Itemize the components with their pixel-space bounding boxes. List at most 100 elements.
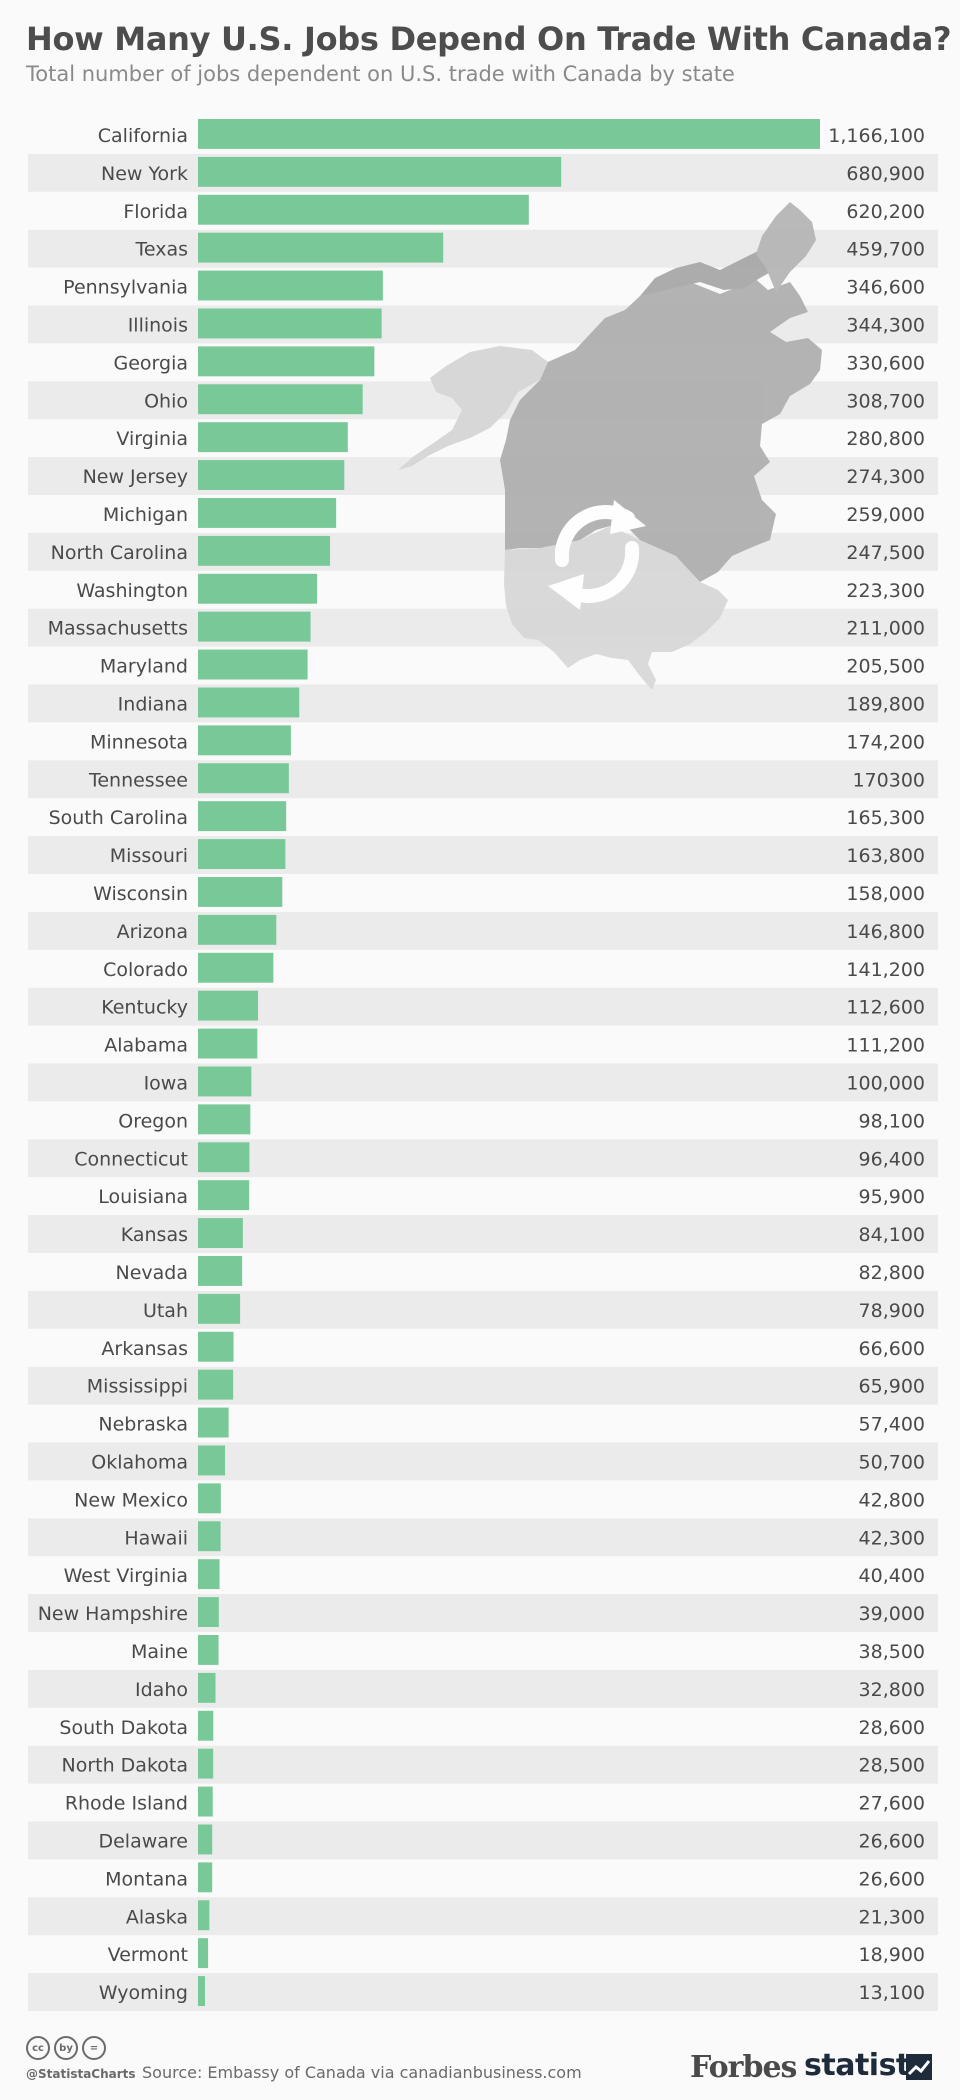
row-stripe [28,1215,938,1253]
value-label: 66,600 [859,1338,925,1360]
value-label: 26,600 [859,1868,925,1890]
arctic-islands-shape [640,216,812,296]
category-label: Vermont [108,1944,188,1966]
value-label: 26,600 [859,1830,925,1852]
category-label: Oregon [118,1110,188,1132]
category-label: New Jersey [83,466,188,488]
row-stripe [28,457,938,495]
category-label: New York [101,163,188,185]
row-stripe [28,836,938,874]
row-stripe [28,1290,938,1329]
canada-shape [500,276,822,582]
value-label: 274,300 [846,466,925,488]
forbes-logo: Forbes [690,2050,797,2085]
bar-alaska [198,1900,210,1931]
value-label: 1,166,100 [828,125,925,147]
bar-arizona [198,914,277,945]
value-label: 163,800 [846,845,925,867]
footer: cc by = @StatistaCharts Source: Embassy … [26,2036,936,2086]
category-label: Wyoming [99,1982,188,2004]
category-label: Arizona [117,921,188,943]
bar-delaware [198,1824,213,1855]
category-label: New Mexico [74,1489,188,1511]
value-label: 40,400 [859,1565,925,1587]
bar-north-carolina [198,535,331,566]
row-stripe [28,608,938,647]
bar-new-hampshire [198,1597,219,1627]
license-icons: cc by = [26,2036,106,2060]
value-label: 21,300 [859,1906,925,1928]
bar-tennessee [198,763,289,794]
bar-indiana [198,687,300,718]
category-label: New Hampshire [38,1603,188,1625]
bar-west-virginia [198,1559,220,1590]
row-stripe [28,1063,938,1102]
row-stripe [28,532,938,571]
bar-colorado [198,952,274,983]
value-label: 223,300 [846,580,925,602]
value-label: 170300 [852,769,925,791]
category-label: Iowa [144,1072,188,1094]
category-label: Wisconsin [93,883,188,905]
category-label: Arkansas [101,1338,188,1360]
value-label: 95,900 [859,1186,925,1208]
by-icon: by [54,2036,78,2060]
value-label: 141,200 [846,959,925,981]
bar-pennsylvania [198,270,383,301]
row-stripe [28,987,938,1026]
bar-north-dakota [198,1748,214,1779]
row-stripe [28,1973,938,2011]
alaska-shape [398,346,548,470]
row-stripe [28,1139,938,1178]
bar-michigan [198,498,337,528]
value-label: 680,900 [846,163,925,185]
statista-mark-icon [906,2054,932,2080]
category-label: Hawaii [124,1527,188,1549]
category-label: Missouri [110,845,188,867]
row-stripe [28,1897,938,1936]
value-label: 84,100 [859,1224,925,1246]
value-label: 32,800 [859,1679,925,1701]
category-label: Tennessee [88,769,188,791]
bar-california [198,119,820,149]
category-label: Alabama [104,1035,188,1057]
bar-maine [198,1635,219,1665]
source-note: Source: Embassy of Canada via canadianbu… [142,2063,582,2082]
category-label: North Dakota [62,1755,189,1777]
row-stripe [28,1442,938,1481]
value-label: 620,200 [846,201,925,223]
chart-title: How Many U.S. Jobs Depend On Trade With … [26,20,952,58]
value-label: 78,900 [859,1300,925,1322]
category-label: Virginia [116,428,188,450]
category-label: Ohio [144,390,188,412]
bar-chart: California New York Florida Texas Pennsylvan… [28,119,938,2011]
bar-minnesota [198,725,291,756]
bar-rhode-island [198,1786,213,1817]
row-stripe [28,684,938,723]
value-label: 42,800 [859,1489,925,1511]
category-label: Georgia [114,352,189,374]
value-label: 346,600 [846,277,925,299]
category-label: Delaware [98,1830,188,1852]
value-label: 82,800 [859,1262,925,1284]
category-label: Montana [105,1868,188,1890]
north-america-map-illustration [398,202,822,690]
bar-montana [198,1862,213,1893]
value-label: 259,000 [846,504,925,526]
category-label: Idaho [135,1679,188,1701]
bar-louisiana [198,1180,250,1211]
bar-maryland [198,649,308,680]
bar-wisconsin [198,877,283,907]
row-stripe [28,1745,938,1784]
value-label: 205,500 [846,656,925,678]
trade-arrowheads [548,500,646,610]
category-label: Illinois [128,314,188,336]
value-label: 146,800 [846,921,925,943]
bar-kentucky [198,990,259,1021]
category-label: Kansas [121,1224,188,1246]
value-label: 27,600 [859,1793,925,1815]
value-labels: 1,166,100 680,900 620,200 459,700 346,600 344… [828,125,925,2004]
bar-florida [198,194,529,225]
row-stripe [28,760,938,799]
bar-mississippi [198,1369,234,1400]
